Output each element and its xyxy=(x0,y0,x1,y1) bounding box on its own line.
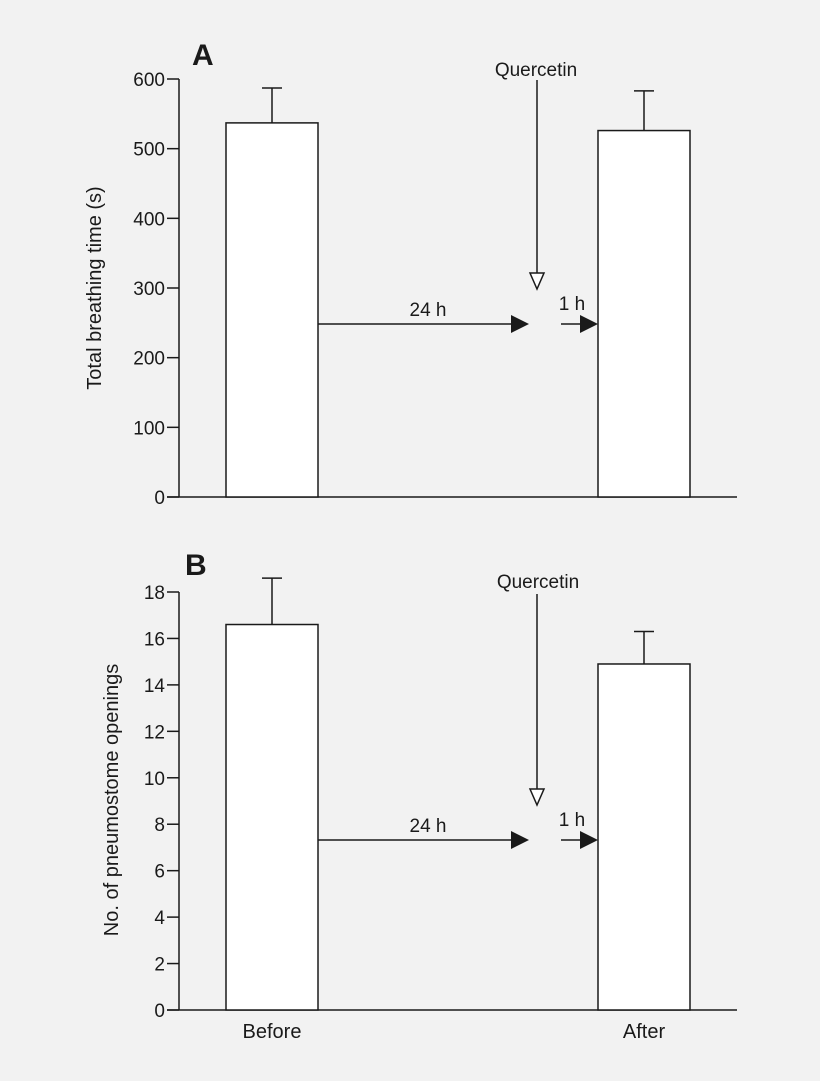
chart-panel-b: B 0 2 4 6 8 10 12 14 16 18 No. of pneumostome openi… xyxy=(101,549,737,1043)
treatment-arrowhead xyxy=(528,272,546,291)
treatment-label: Quercetin xyxy=(495,60,577,81)
interval-short-arrowhead xyxy=(580,831,598,849)
y-tick-label: 14 xyxy=(144,676,166,697)
y-axis-label: Total breathing time (s) xyxy=(84,186,106,389)
y-tick-label: 18 xyxy=(144,583,165,604)
category-label-after: After xyxy=(623,1021,666,1043)
category-label-before: Before xyxy=(243,1021,302,1043)
y-tick-label: 400 xyxy=(133,209,165,230)
y-tick-label: 0 xyxy=(154,1001,165,1022)
y-tick-label: 200 xyxy=(133,349,165,370)
treatment-arrowhead xyxy=(528,788,546,807)
treatment-label: Quercetin xyxy=(497,572,579,593)
y-tick-label: 100 xyxy=(133,418,165,439)
chart-panel-a: A 0 100 200 300 400 500 600 Total breathing time… xyxy=(84,39,737,509)
y-tick-label: 600 xyxy=(133,70,165,91)
interval-long-label: 24 h xyxy=(410,300,447,321)
y-tick-label: 16 xyxy=(144,629,165,650)
bar-after xyxy=(597,663,691,1011)
y-tick-label: 8 xyxy=(154,815,165,836)
y-axis-label: No. of pneumostome openings xyxy=(101,664,123,936)
interval-short-label: 1 h xyxy=(559,810,585,831)
y-tick-label: 2 xyxy=(154,955,165,976)
y-tick-label: 10 xyxy=(144,769,165,790)
bar-before xyxy=(225,623,319,1011)
bar-before xyxy=(225,122,319,498)
interval-long-label: 24 h xyxy=(410,816,447,837)
panel-letter: A xyxy=(192,39,214,72)
bar-after xyxy=(597,129,691,498)
interval-long-arrowhead xyxy=(511,315,529,333)
interval-short-arrowhead xyxy=(580,315,598,333)
interval-short-label: 1 h xyxy=(559,294,585,315)
y-tick-label: 500 xyxy=(133,140,165,161)
interval-long-arrowhead xyxy=(511,831,529,849)
y-tick-label: 300 xyxy=(133,279,165,300)
panel-letter: B xyxy=(185,549,207,582)
y-tick-label: 6 xyxy=(154,862,165,883)
y-tick-label: 0 xyxy=(154,488,165,509)
y-tick-label: 4 xyxy=(154,908,165,929)
y-tick-label: 12 xyxy=(144,722,165,743)
